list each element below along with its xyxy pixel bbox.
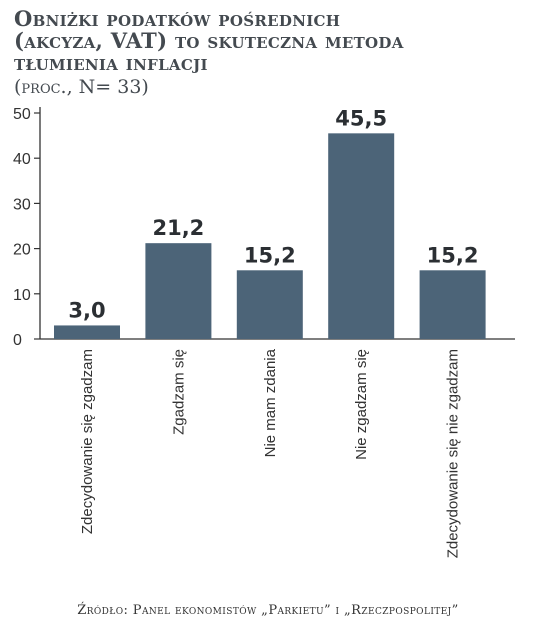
category-label: Zgadzam się: [170, 349, 187, 435]
bar-value-label: 45,5: [335, 106, 387, 130]
chart-title-line-3: tłumienia inflacji: [14, 50, 208, 75]
bar: [145, 243, 212, 339]
y-tick-label: 30: [13, 196, 31, 213]
bars: [54, 133, 486, 339]
bar-value-label: 3,0: [68, 298, 105, 322]
chart-title: Obniżki podatków pośrednich (akcyza, VAT…: [14, 6, 404, 75]
bar-value-label: 15,2: [244, 243, 296, 267]
bar-value-label: 15,2: [427, 243, 479, 267]
chart-title-line-1: Obniżki podatków pośrednich: [14, 6, 340, 31]
y-tick-label: 40: [13, 151, 31, 168]
category-label: Nie mam zdania: [262, 348, 279, 457]
y-tick-label: 10: [13, 287, 31, 304]
category-label: Zdecydowanie się nie zgadzam: [445, 349, 462, 558]
bar: [54, 325, 120, 339]
chart-subtitle: (proc., N= 33): [14, 76, 149, 98]
category-label: Nie zgadzam się: [353, 349, 370, 460]
chart-title-line-2: (akcyza, VAT) to skuteczna metoda: [14, 28, 404, 53]
value-labels: 3,0 21,2 15,2 45,5 15,2: [68, 106, 478, 322]
y-tick-label: 20: [13, 242, 31, 259]
bar-value-label: 21,2: [152, 216, 204, 240]
bar: [236, 270, 303, 339]
y-tick-label: 0: [13, 332, 22, 349]
source-note: Źródło: Panel ekonomistów „Parkietu” i „…: [77, 602, 458, 618]
y-tick-label: 50: [13, 106, 31, 123]
category-labels: Zdecydowanie się zgadzam Zgadzam się Nie m…: [79, 348, 462, 558]
bar: [419, 270, 486, 339]
bar: [328, 133, 395, 339]
category-label: Zdecydowanie się zgadzam: [79, 349, 96, 534]
